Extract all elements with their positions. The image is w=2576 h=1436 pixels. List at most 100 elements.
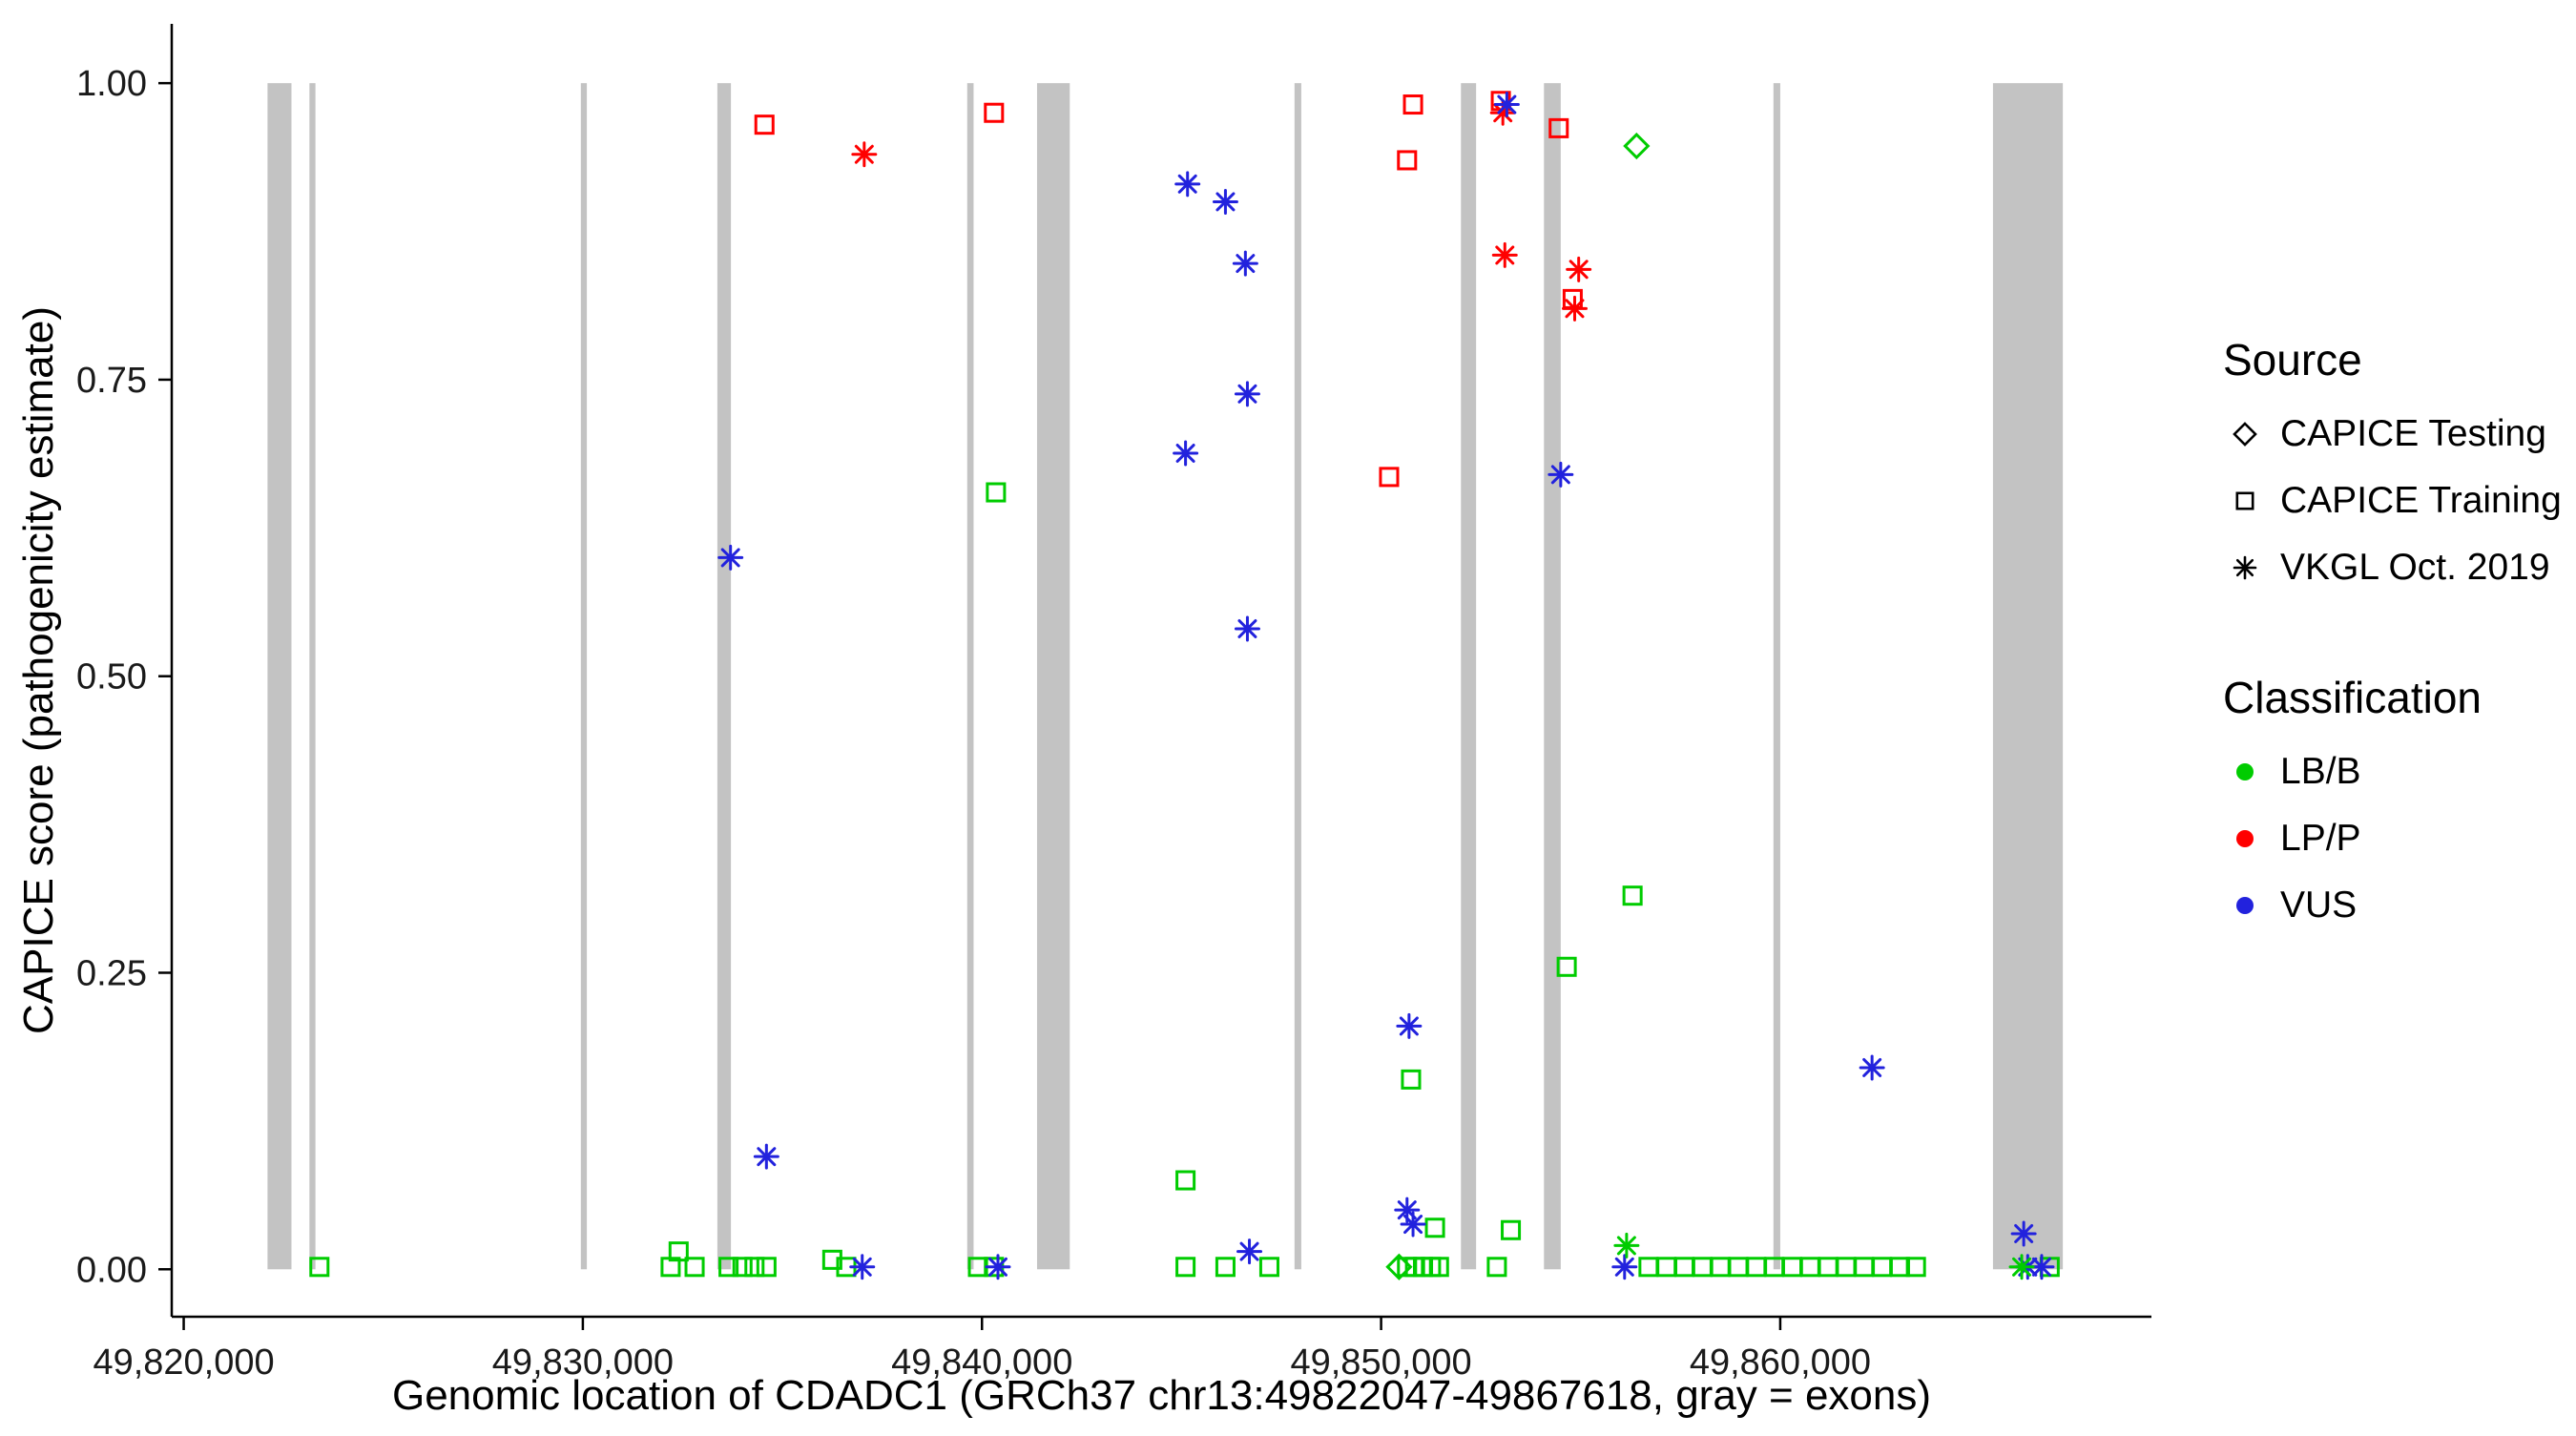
data-point-asterisk — [1548, 461, 1574, 488]
data-point-square — [309, 1257, 330, 1278]
legend-classification-items: LB/B LP/P VUS — [2223, 739, 2566, 939]
data-point-square — [1656, 1257, 1677, 1278]
legend-item-vus: VUS — [2223, 872, 2566, 939]
exon-bar — [717, 83, 732, 1270]
data-point-asterisk — [1493, 92, 1520, 118]
data-point-square — [1215, 1257, 1236, 1278]
data-point-square — [1728, 1257, 1749, 1278]
exon-bar — [1773, 83, 1780, 1270]
x-tick-label: 49,840,000 — [891, 1342, 1072, 1383]
data-point-asterisk — [1232, 250, 1258, 277]
x-tick-label: 49,820,000 — [93, 1342, 274, 1383]
exon-bar — [309, 83, 316, 1270]
data-point-square — [1556, 956, 1577, 977]
data-point-square — [1905, 1257, 1926, 1278]
data-point-square — [1424, 1217, 1445, 1238]
legend-item-lp-p: LP/P — [2223, 805, 2566, 872]
exon-bar — [1992, 83, 2064, 1270]
legend-source-items: CAPICE Testing CAPICE Training VKGL Oct. 2… — [2223, 401, 2566, 601]
legend-item-label: LP/P — [2280, 818, 2361, 859]
data-point-square — [1501, 1219, 1522, 1240]
data-point-square — [1486, 1257, 1507, 1278]
legend-item-vkgl-oct-2019: VKGL Oct. 2019 — [2223, 534, 2566, 601]
circle-icon — [2236, 830, 2254, 847]
exon-bar — [1461, 83, 1477, 1270]
data-point-square — [986, 482, 1007, 503]
y-tick-label: 1.00 — [76, 64, 147, 104]
y-tick-label: 0.75 — [76, 361, 147, 401]
data-point-square — [2235, 491, 2254, 510]
data-point-asterisk — [2008, 1254, 2035, 1280]
data-point-asterisk — [851, 141, 878, 168]
diamond-icon — [2233, 422, 2257, 447]
legend-item-label: VKGL Oct. 2019 — [2280, 547, 2550, 588]
legend-classification-title: Classification — [2223, 673, 2482, 722]
data-point-diamond — [2233, 422, 2257, 447]
data-point-asterisk — [1396, 1012, 1423, 1039]
data-point-square — [1781, 1257, 1803, 1278]
x-axis-title: Genomic location of CDADC1 (GRCh37 chr13… — [391, 1372, 1932, 1419]
y-tick-label: 0.50 — [76, 657, 147, 697]
data-point-square — [1710, 1257, 1731, 1278]
data-point-asterisk — [1212, 188, 1238, 215]
data-point-square — [1836, 1257, 1857, 1278]
data-point-asterisk — [1173, 440, 1199, 467]
x-tick-label: 49,860,000 — [1690, 1342, 1871, 1383]
exon-bar — [1544, 83, 1561, 1270]
legend-item-label: VUS — [2280, 884, 2358, 926]
data-point-square — [1548, 117, 1569, 138]
legend-item-label: CAPICE Training — [2280, 480, 2562, 521]
data-point-asterisk — [1613, 1232, 1640, 1259]
data-point-square — [1638, 1257, 1659, 1278]
data-point-square — [1175, 1257, 1196, 1278]
y-tick-label: 0.00 — [76, 1250, 147, 1290]
data-point-square — [1175, 1170, 1196, 1191]
data-point-square — [1397, 150, 1418, 171]
data-point-square — [718, 1257, 739, 1278]
circle-icon — [2236, 897, 2254, 914]
data-point-square — [1818, 1257, 1839, 1278]
data-point-asterisk — [1236, 1238, 1263, 1265]
data-point-square — [1799, 1257, 1820, 1278]
data-point-square — [732, 1257, 753, 1278]
data-point-square — [821, 1249, 842, 1270]
data-point-diamond — [1623, 132, 1651, 160]
data-point-asterisk — [2028, 1254, 2055, 1280]
data-point-asterisk — [1561, 295, 1588, 322]
data-point-square — [1674, 1257, 1695, 1278]
data-point-asterisk — [1234, 381, 1260, 407]
data-point-square — [744, 1257, 765, 1278]
data-point-square — [756, 1257, 777, 1278]
legend-item-label: CAPICE Testing — [2280, 413, 2546, 454]
exon-bar — [966, 83, 974, 1270]
data-point-asterisk — [849, 1254, 876, 1280]
y-tick-label: 0.25 — [76, 953, 147, 993]
x-tick-label: 49,850,000 — [1290, 1342, 1471, 1383]
data-point-asterisk — [1400, 1211, 1426, 1238]
data-point-asterisk — [1611, 1254, 1638, 1280]
legend-item-label: LB/B — [2280, 751, 2361, 792]
data-point-asterisk — [753, 1143, 779, 1170]
data-point-square — [1428, 1257, 1449, 1278]
legend-source-group: Source CAPICE Testing CAPICE Training VKGL… — [2223, 334, 2566, 601]
y-axis-title: CAPICE score (pathogenicity estimate) — [15, 306, 62, 1034]
legend: Source CAPICE Testing CAPICE Training VKGL… — [2223, 334, 2566, 939]
x-tick-label: 49,830,000 — [492, 1342, 674, 1383]
legend-classification-group: Classification LB/B LP/P VUS — [2223, 672, 2566, 939]
data-point-square — [1872, 1257, 1893, 1278]
data-point-square — [668, 1241, 689, 1262]
data-point-square — [1379, 467, 1400, 488]
data-point-asterisk — [2233, 555, 2257, 580]
data-point-asterisk — [1491, 241, 1518, 268]
data-point-asterisk — [1566, 256, 1592, 282]
exon-bar — [1036, 83, 1070, 1270]
data-point-asterisk — [985, 1254, 1011, 1280]
data-point-asterisk — [1174, 171, 1201, 198]
square-icon — [2235, 491, 2254, 510]
legend-item-capice-training: CAPICE Training — [2223, 468, 2566, 534]
data-point-square — [1746, 1257, 1767, 1278]
data-point-square — [1401, 1069, 1422, 1090]
exon-bar — [580, 83, 588, 1270]
